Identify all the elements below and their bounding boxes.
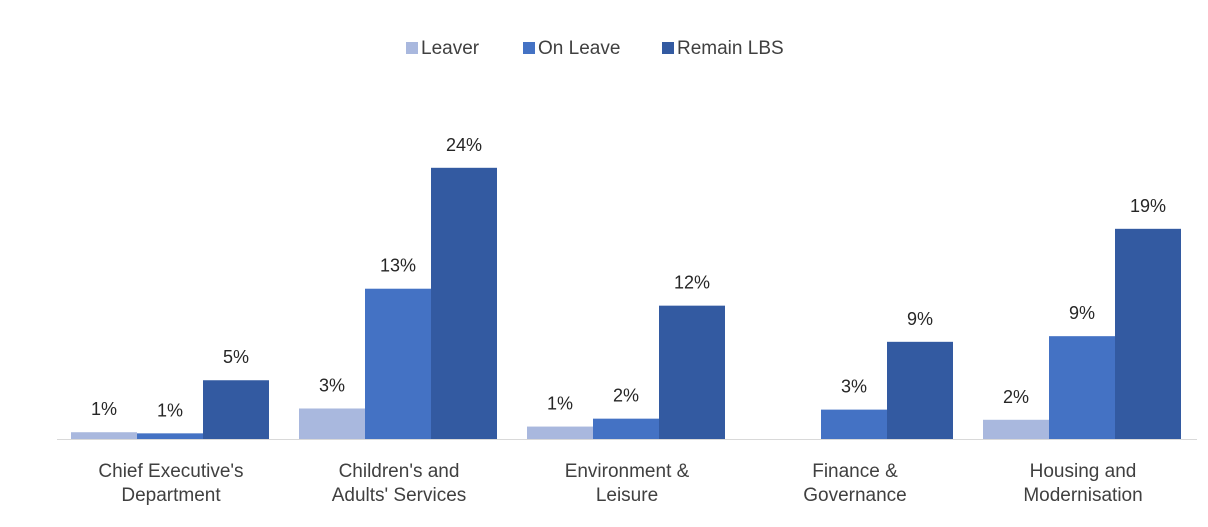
data-label-remain-lbs-3: 9% (907, 309, 933, 329)
x-tick-label-0: Chief Executive's Department (98, 461, 243, 506)
data-label-on-leave-3: 3% (841, 377, 867, 397)
bar-on-leave-1 (365, 288, 431, 439)
legend-swatch-on-leave (523, 42, 535, 54)
data-label-on-leave-0: 1% (157, 400, 183, 420)
bars (71, 167, 1181, 440)
bar-on-leave-3 (821, 409, 887, 439)
bar-leaver-0 (71, 432, 137, 439)
data-label-remain-lbs-0: 5% (223, 347, 249, 367)
data-label-leaver-2: 1% (547, 394, 573, 414)
x-tick-label-4: Housing and Modernisation (1023, 461, 1142, 506)
bar-on-leave-0 (137, 433, 203, 439)
legend-label-on-leave: On Leave (538, 38, 620, 59)
x-tick-label-2: Environment & Leisure (565, 461, 690, 506)
data-label-remain-lbs-1: 24% (446, 135, 482, 155)
legend-swatch-remain-lbs (662, 42, 674, 54)
data-label-remain-lbs-4: 19% (1130, 196, 1166, 216)
data-label-leaver-4: 2% (1003, 387, 1029, 407)
bar-remain-lbs-1 (431, 167, 497, 440)
bar-on-leave-4 (1049, 336, 1115, 439)
bar-on-leave-2 (593, 418, 659, 439)
x-tick-label-3: Finance & Governance (803, 461, 907, 506)
bar-remain-lbs-3 (887, 341, 953, 439)
legend-swatch-leaver (406, 42, 418, 54)
data-label-remain-lbs-2: 12% (674, 273, 710, 293)
legend-label-remain-lbs: Remain LBS (677, 38, 784, 59)
bar-leaver-1 (299, 408, 365, 439)
data-label-leaver-0: 1% (91, 399, 117, 419)
bar-remain-lbs-4 (1115, 228, 1181, 439)
bar-remain-lbs-2 (659, 305, 725, 439)
legend: Leaver On Leave Remain LBS (406, 38, 784, 59)
bar-leaver-4 (983, 419, 1049, 439)
data-label-on-leave-1: 13% (380, 256, 416, 276)
bar-leaver-2 (527, 426, 593, 439)
bar-remain-lbs-0 (203, 380, 269, 439)
data-labels: 1% 1% 5% 3% 13% 24% 1% 2% 12% 3% 9% 2% 9% 19% (91, 135, 1166, 421)
x-tick-label-1: Children's and Adults' Services (332, 461, 467, 506)
data-label-leaver-1: 3% (319, 375, 345, 395)
data-label-on-leave-2: 2% (613, 386, 639, 406)
data-label-on-leave-4: 9% (1069, 303, 1095, 323)
legend-label-leaver: Leaver (421, 38, 480, 59)
x-tick-labels: Chief Executive's Department Children's an… (98, 461, 1142, 506)
